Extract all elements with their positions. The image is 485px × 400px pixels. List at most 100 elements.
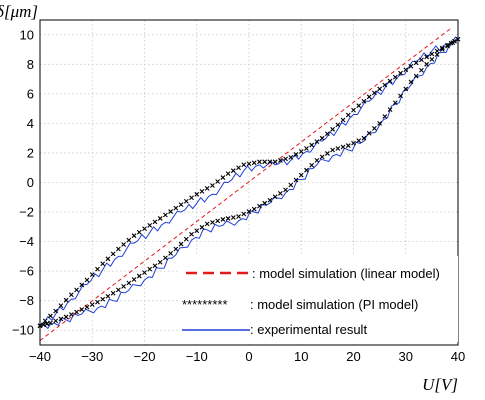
pi-model-point [429, 57, 435, 62]
pi-model-point [439, 45, 445, 51]
pi-model-point [351, 107, 356, 113]
pi-model-point [262, 159, 268, 165]
pi-model-point [283, 156, 288, 162]
y-tick-label: −6 [19, 264, 34, 279]
pi-model-point [382, 114, 388, 119]
pi-model-point [142, 226, 147, 232]
pi-model-point [424, 61, 430, 67]
pi-model-point [319, 135, 325, 141]
y-tick-label: 4 [27, 116, 34, 131]
pi-model-point [79, 307, 85, 312]
pi-model-point [42, 318, 48, 324]
pi-model-point [95, 266, 100, 272]
pi-model-point [419, 67, 424, 73]
x-tick-label: −40 [29, 349, 51, 364]
pi-model-point [131, 277, 137, 282]
pi-model-point [450, 40, 456, 46]
pi-model-point [210, 183, 215, 188]
pi-model-point [272, 159, 278, 165]
pi-model-point [324, 151, 330, 156]
pi-model-point [429, 51, 435, 57]
pi-model-point [319, 154, 325, 160]
legend-pi-marker: ********* [182, 297, 228, 312]
pi-model-point [288, 154, 294, 160]
pi-model-point [41, 322, 46, 328]
pi-model-point [115, 287, 121, 293]
y-tick-label: −4 [19, 234, 34, 249]
pi-model-point [230, 168, 236, 174]
pi-model-point [288, 182, 294, 188]
x-tick-label: 20 [346, 349, 360, 364]
pi-model-point [210, 219, 215, 225]
pi-model-point [152, 263, 158, 269]
y-tick-label: 0 [27, 175, 34, 190]
pi-model-point [251, 160, 257, 166]
pi-model-point [366, 94, 372, 100]
pi-model-point [194, 191, 200, 197]
pi-model-point [236, 214, 241, 219]
x-axis-label: U[V] [422, 375, 458, 394]
y-axis-label: δ[μm] [0, 2, 38, 21]
pi-model-point [267, 197, 273, 203]
pi-model-point [44, 321, 50, 327]
pi-model-point [345, 112, 351, 118]
pi-model-point [168, 251, 174, 256]
pi-model-point [293, 152, 299, 157]
pi-model-point [147, 222, 153, 228]
pi-model-point [335, 122, 341, 128]
pi-model-point [246, 209, 252, 214]
pi-model-point [314, 157, 320, 163]
x-tick-label: 30 [399, 349, 413, 364]
pi-model-point [199, 188, 205, 194]
pi-model-point [215, 179, 221, 184]
pi-model-point [345, 143, 351, 148]
pi-model-point [392, 74, 398, 80]
series-layer [37, 28, 461, 341]
pi-model-point [183, 236, 189, 242]
x-tick-label: 10 [294, 349, 308, 364]
pi-model-point [304, 146, 309, 151]
plot-frame [39, 19, 459, 346]
pi-model-point [178, 241, 184, 247]
pi-model-point [63, 297, 69, 303]
pi-model-point [361, 135, 367, 141]
pi-model-point [324, 131, 330, 137]
pi-model-point [272, 194, 278, 200]
x-tick-label: −20 [133, 349, 155, 364]
y-tick-label: −2 [19, 205, 34, 220]
pi-model-point [110, 290, 116, 296]
pi-model-point [121, 284, 126, 289]
pi-model-point [298, 172, 304, 178]
pi-model-point [398, 70, 403, 76]
x-tick-label: −30 [81, 349, 103, 364]
pi-model-point [419, 57, 424, 63]
pi-model-point [58, 303, 64, 308]
pi-model-point [246, 161, 252, 167]
pi-model-point [53, 318, 59, 324]
pi-model-point [136, 229, 142, 235]
legend: : model simulation (linear model) ******… [178, 256, 458, 342]
pi-model-point [398, 93, 403, 99]
pi-model-point [340, 117, 346, 123]
pi-model-point [241, 162, 247, 168]
pi-model-point [372, 125, 377, 131]
pi-model-point [424, 54, 430, 60]
linear-model-line [39, 28, 451, 341]
pi-model-point [225, 171, 231, 177]
pi-model-point [382, 82, 388, 88]
pi-model-point [356, 138, 362, 144]
pi-model-point [330, 147, 335, 153]
pi-model-point [84, 277, 90, 283]
x-tick-label: −10 [186, 349, 208, 364]
pi-model-point [204, 221, 210, 227]
pi-model-point [387, 78, 393, 84]
pi-model-point [408, 63, 414, 69]
y-tick-label: −8 [19, 293, 34, 308]
pi-model-point [277, 157, 283, 163]
pi-model-point [110, 251, 116, 257]
pi-model-point [408, 79, 414, 85]
legend-box [178, 256, 458, 342]
pi-model-point [157, 216, 163, 221]
pi-model-point [372, 90, 377, 96]
